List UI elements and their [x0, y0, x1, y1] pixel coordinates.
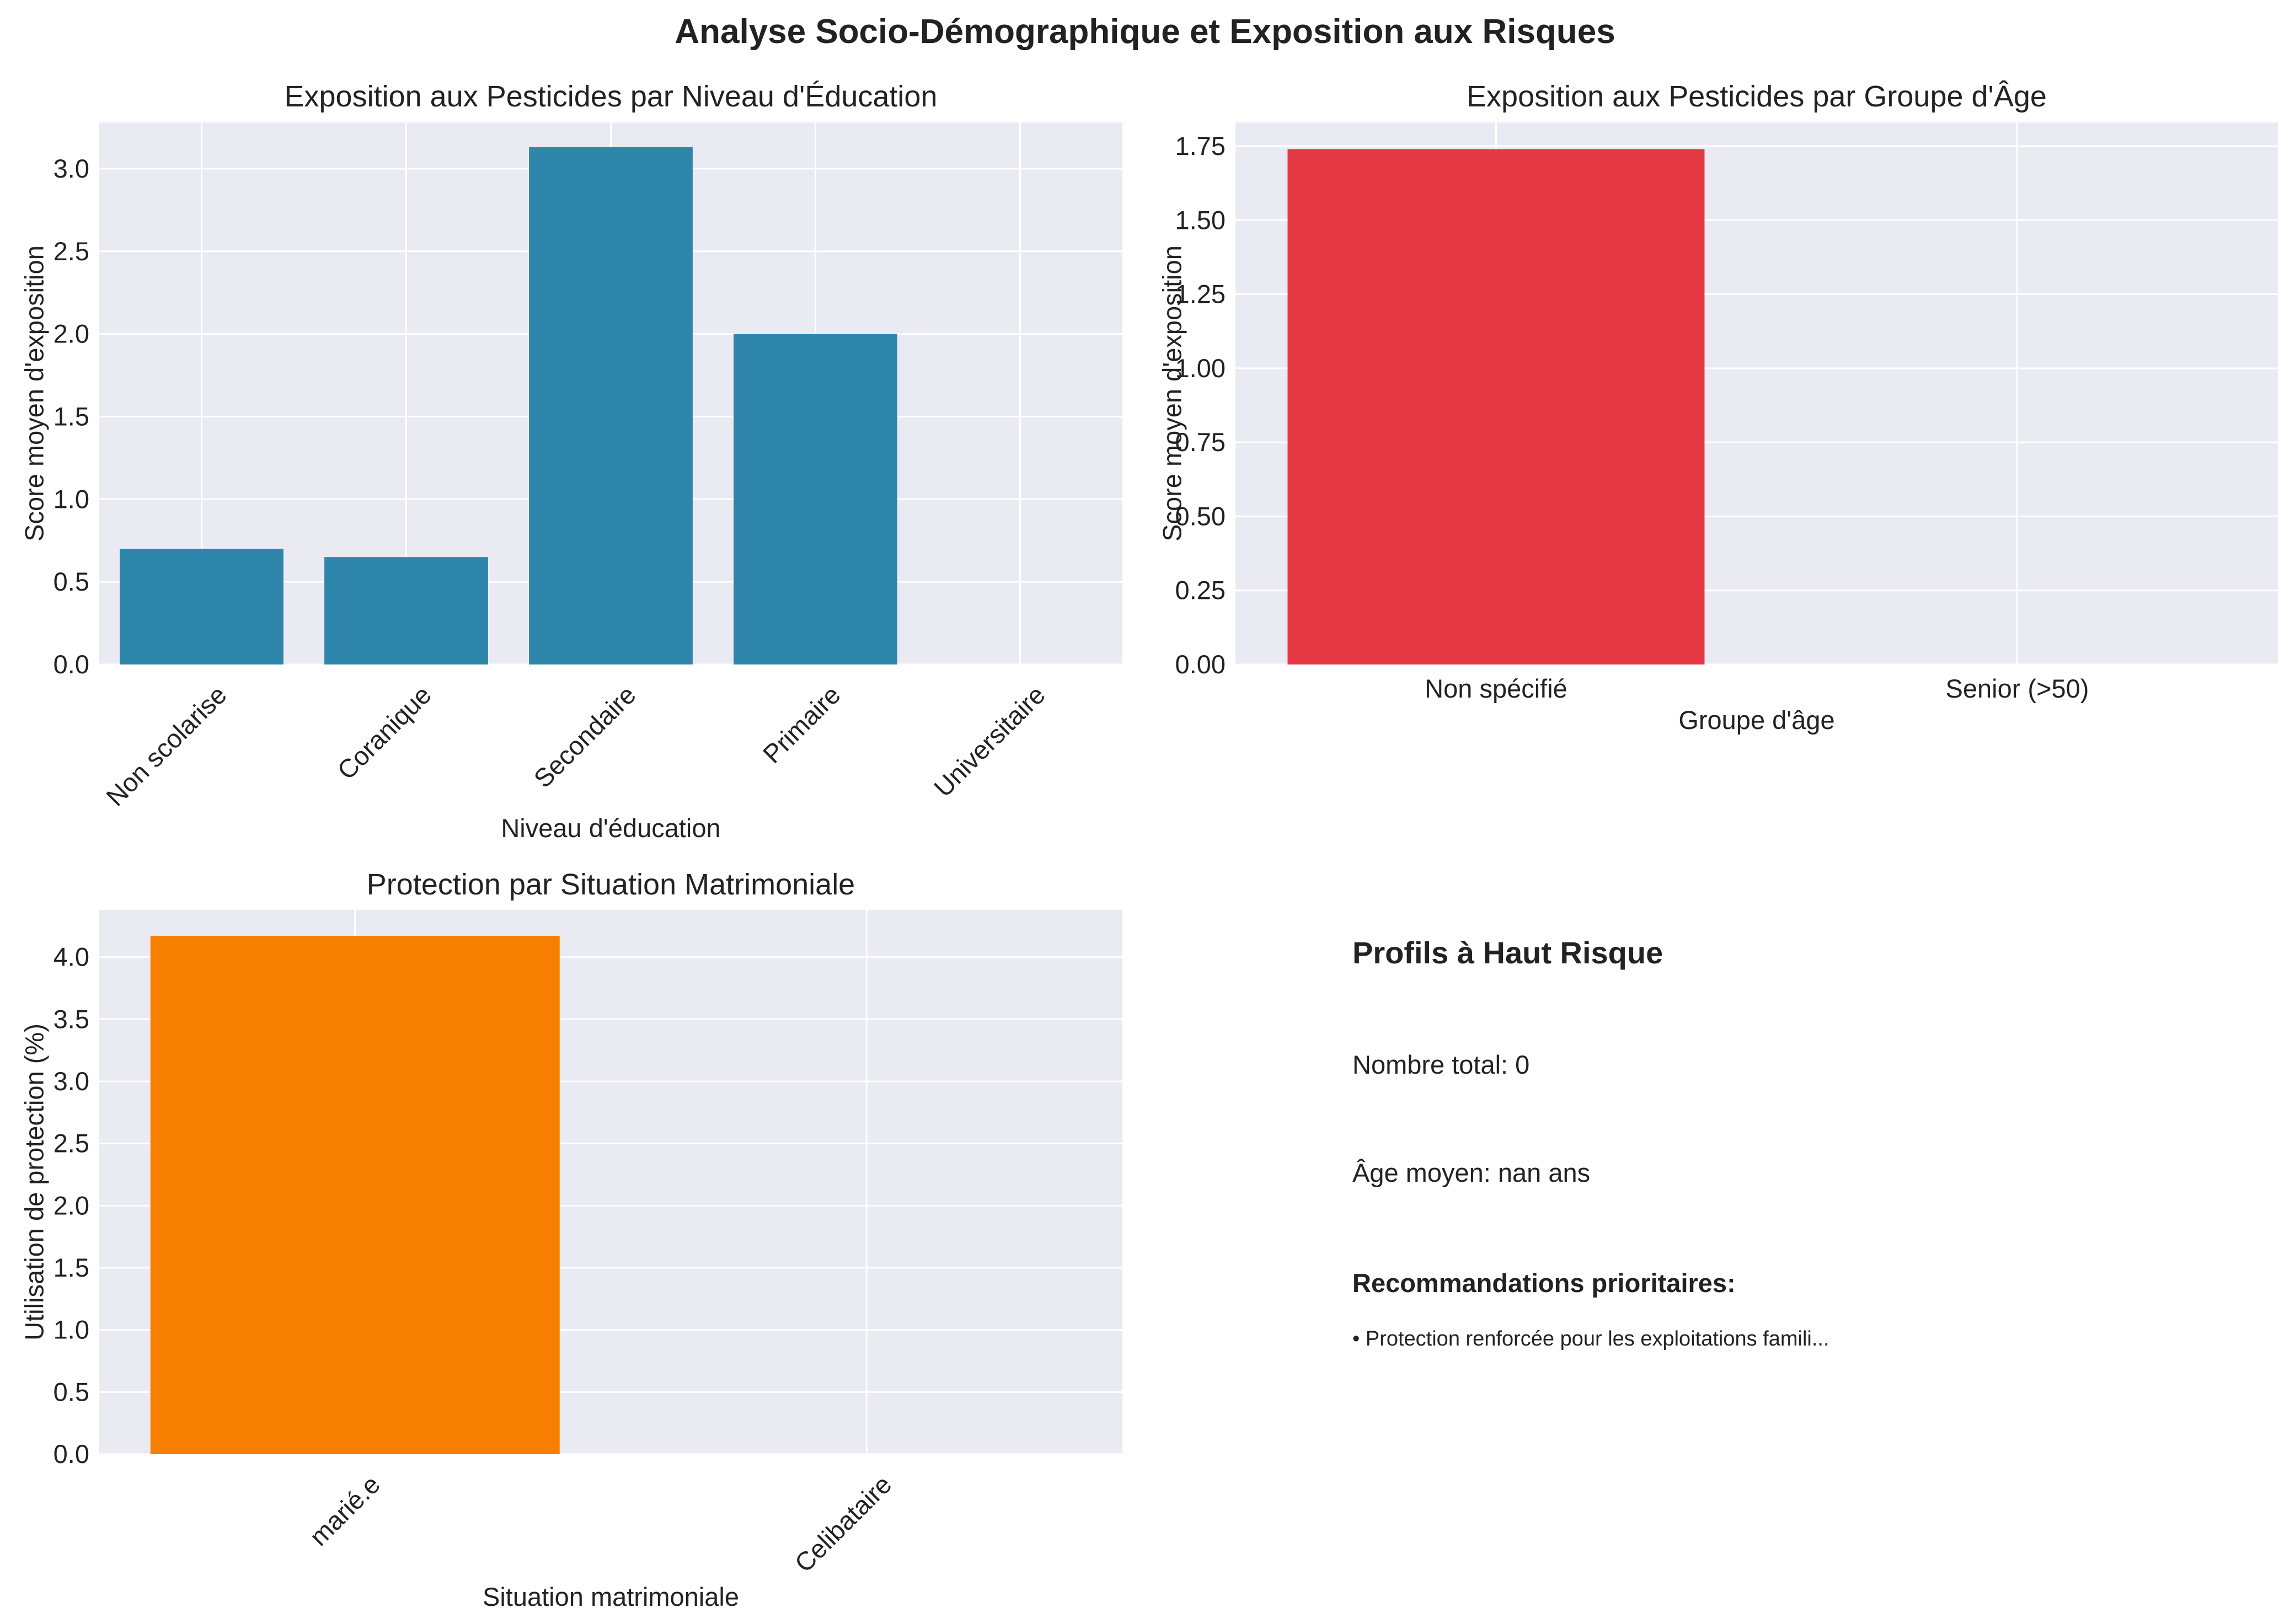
bar [120, 549, 283, 664]
y-tick-label: 2.0 [53, 1191, 89, 1220]
chart-marital-protection: 0.0 0.5 1.0 1.5 2.0 2.5 3.0 3.5 4.0 marié.e Celiba… [19, 868, 1122, 1611]
y-tick-label: 3.5 [53, 1004, 89, 1033]
chart-title: Protection par Situation Matrimoniale [367, 868, 855, 901]
figure-title: Analyse Socio-Démographique et Expositio… [675, 13, 1615, 51]
x-axis-label: Niveau d'éducation [501, 813, 720, 843]
info-total: Nombre total: 0 [1352, 1050, 1529, 1079]
chart-title: Exposition aux Pesticides par Niveau d'É… [285, 80, 938, 113]
chart-education-exposure: 0.0 0.5 1.0 1.5 2.0 2.5 3.0 Non scolarise Corani… [19, 80, 1122, 843]
y-tick-label: 0.5 [53, 1377, 89, 1406]
y-tick-label: 3.0 [53, 1066, 89, 1096]
y-tick-label: 3.0 [53, 154, 89, 183]
y-tick-label: 1.5 [53, 1253, 89, 1282]
x-tick-label: Non spécifié [1425, 674, 1567, 703]
bar [324, 557, 488, 664]
y-tick-label: 1.0 [53, 484, 89, 513]
y-tick-label: 0.0 [53, 650, 89, 679]
info-panel: Profils à Haut Risque Nombre total: 0 Âg… [1352, 935, 1829, 1350]
x-axis-label: Situation matrimoniale [483, 1582, 739, 1611]
chart-age-exposure: 0.00 0.25 0.50 0.75 1.00 1.25 1.50 1.75 Non spéc… [1157, 80, 2278, 735]
y-tick-label: 1.75 [1175, 131, 1226, 160]
bar [529, 147, 693, 665]
y-tick-label: 1.0 [53, 1315, 89, 1344]
y-tick-label: 1.00 [1175, 353, 1226, 383]
y-tick-label: 2.5 [53, 237, 89, 266]
chart-title: Exposition aux Pesticides par Groupe d'Â… [1467, 80, 2047, 113]
y-tick-label: 0.25 [1175, 576, 1226, 605]
x-tick-label: Coranique [331, 680, 437, 785]
x-axis-label: Groupe d'âge [1678, 705, 1834, 735]
info-recommendations-heading: Recommandations prioritaires: [1352, 1268, 1736, 1298]
y-tick-label: 0.0 [53, 1439, 89, 1468]
info-heading: Profils à Haut Risque [1352, 935, 1663, 970]
bar [1287, 149, 1705, 665]
y-tick-label: 0.75 [1175, 427, 1226, 457]
x-tick-label: Universitaire [928, 680, 1051, 802]
y-tick-label: 2.5 [53, 1129, 89, 1158]
info-recommendation: • Protection renforcée pour les exploita… [1352, 1327, 1829, 1350]
y-axis-label: Utilisation de protection (%) [19, 1023, 49, 1341]
y-axis-label: Score moyen d'exposition [19, 245, 49, 542]
y-tick-label: 0.00 [1175, 650, 1226, 679]
bar [734, 334, 897, 664]
x-tick-label: Non scolarise [100, 680, 232, 812]
y-tick-label: 1.50 [1175, 205, 1226, 234]
x-tick-label: marié.e [304, 1470, 386, 1551]
y-tick-label: 1.25 [1175, 280, 1226, 309]
x-tick-label: Senior (>50) [1946, 674, 2089, 703]
y-axis-label: Score moyen d'exposition [1157, 245, 1186, 542]
info-age: Âge moyen: nan ans [1352, 1158, 1590, 1187]
x-tick-label: Primaire [757, 680, 846, 769]
y-tick-label: 0.50 [1175, 501, 1226, 530]
y-tick-label: 4.0 [53, 942, 89, 972]
x-tick-label: Celibataire [789, 1470, 897, 1578]
y-tick-label: 2.0 [53, 319, 89, 349]
y-tick-label: 0.5 [53, 567, 89, 596]
x-tick-label: Secondaire [528, 680, 641, 794]
y-tick-label: 1.5 [53, 401, 89, 431]
bar [150, 936, 560, 1454]
